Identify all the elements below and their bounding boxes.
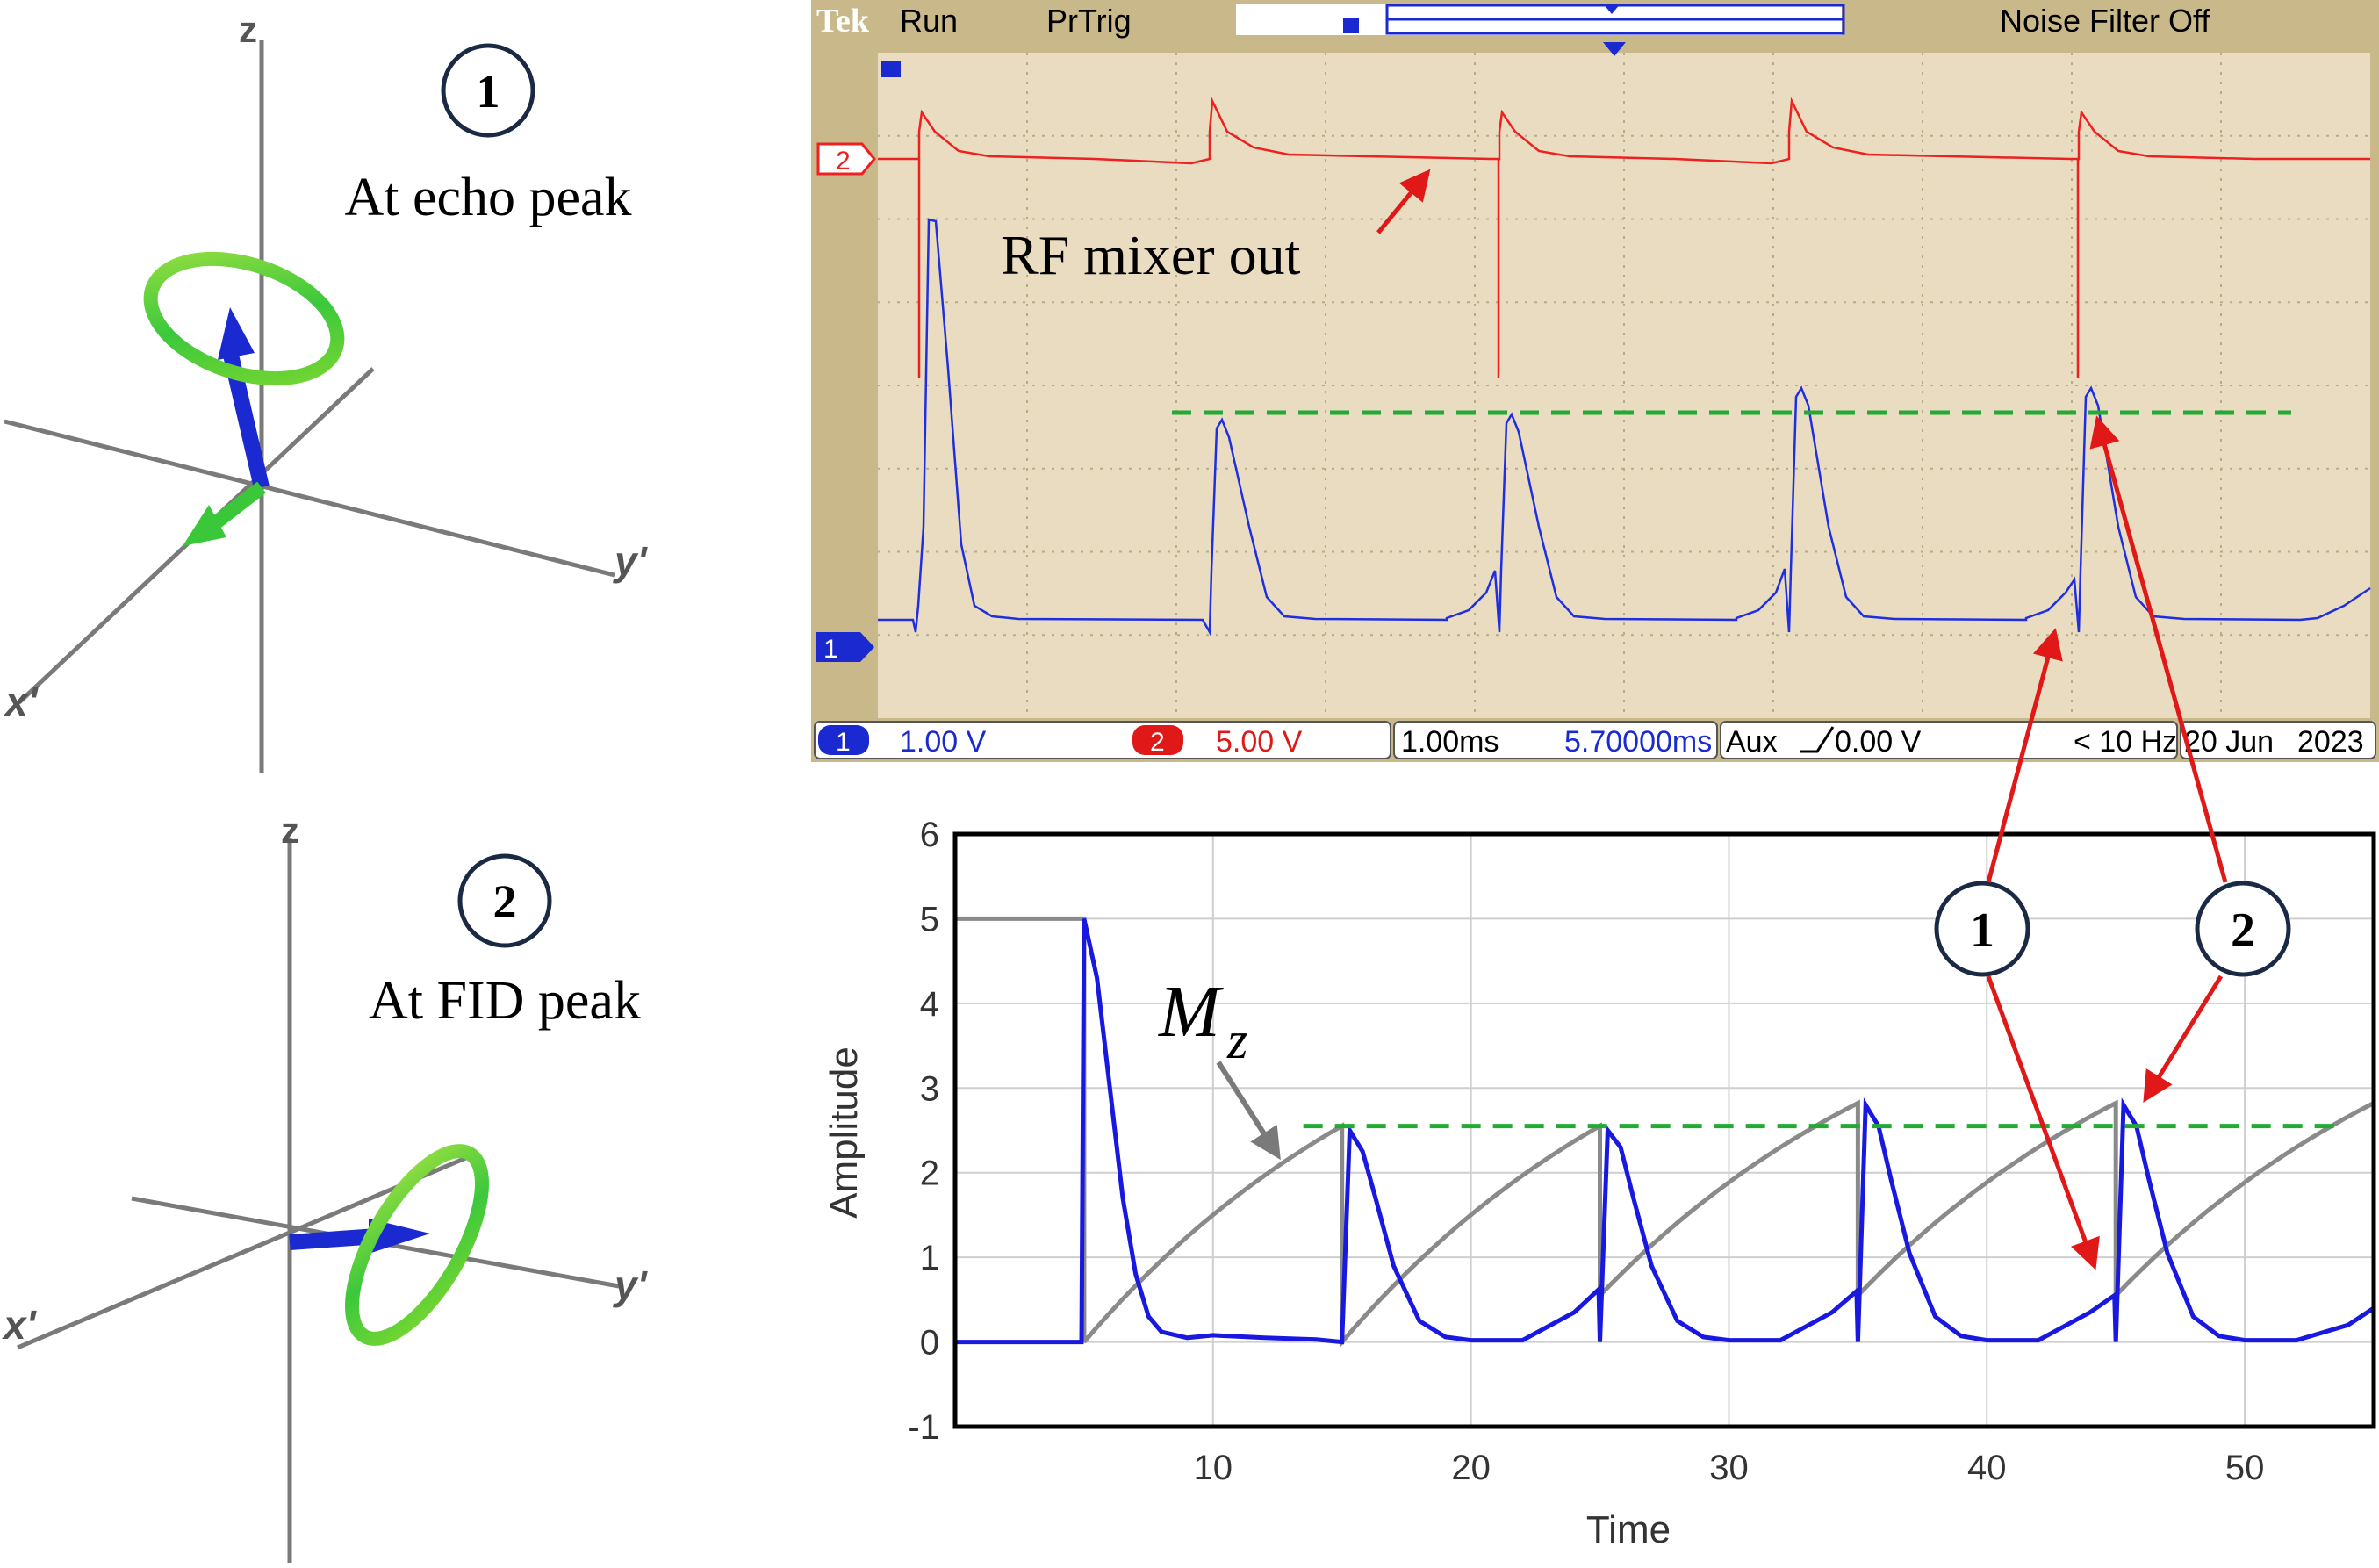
mz-pointer-arrow — [1216, 1061, 1281, 1161]
z-axis-label: z — [281, 809, 299, 851]
ch1-status-number: 1 — [836, 728, 851, 757]
linking-arrows — [1986, 415, 2228, 1270]
y-axis-label: y' — [613, 538, 649, 584]
plot-marker-circle-2 — [2195, 881, 2291, 977]
green-vector — [206, 481, 266, 533]
marker-circle-2 — [457, 853, 552, 948]
mz-subscript: z — [1226, 1011, 1247, 1069]
magnetization-vector — [289, 1228, 378, 1250]
y-axis-label: y' — [613, 1262, 649, 1308]
y-tick-label: 2 — [920, 1154, 939, 1193]
ch2-trace — [878, 97, 2370, 378]
y-tick-label: 4 — [920, 985, 939, 1024]
ch1-trace — [878, 218, 2371, 637]
simulation-chart: 10 20 30 40 50 -1 0 1 2 3 4 5 6 Time Amplitude M z 1… — [823, 816, 2376, 1551]
timebase: 1.00ms — [1401, 725, 1499, 759]
vector-arrowhead-icon — [218, 307, 255, 360]
panel-caption-2: At FID peak — [369, 971, 641, 1031]
plot-frame — [952, 831, 2376, 1429]
ch2-scale: 5.00 V — [1216, 725, 1303, 759]
trigger-position: 5.70000ms — [1564, 725, 1712, 759]
trigger-source: Aux — [1726, 725, 1778, 759]
vector-panel-2: z y' x' 2 At FID peak — [1, 809, 649, 1563]
y-axis-title: Amplitude — [823, 1047, 866, 1219]
ch1-status-badge — [818, 725, 869, 755]
trigger-level-icon — [881, 61, 901, 77]
frequency: < 10 Hz — [2074, 725, 2177, 759]
scope-screen — [878, 53, 2370, 718]
record-marker-icon — [1603, 4, 1621, 14]
x-tick-label: 30 — [1709, 1449, 1749, 1487]
y-tick-label: 3 — [920, 1069, 939, 1108]
x-tick-label: 20 — [1451, 1449, 1491, 1487]
scope-trigger-mode: PrTrig — [1046, 3, 1132, 39]
trigger-box — [1720, 721, 2178, 759]
x-axis-label: x' — [1, 1302, 38, 1348]
z-axis-label: z — [239, 9, 257, 50]
rising-edge-icon — [1800, 726, 1835, 753]
ch2-status-badge — [1132, 725, 1183, 755]
mz-curve — [955, 916, 2375, 1349]
trigger-position-icon — [1343, 18, 1359, 33]
link-arrow-2-plot — [2143, 975, 2224, 1103]
x-tick-label: 10 — [1194, 1449, 1233, 1487]
ch2-marker-label: 2 — [836, 147, 851, 176]
spin-ring — [143, 251, 345, 386]
timebase-box — [1393, 721, 1718, 759]
ch2-marker: 2 — [816, 142, 876, 176]
scope-noise-filter: Noise Filter Off — [2000, 3, 2210, 39]
signal-curve — [955, 917, 2375, 1345]
x-axis-label: x' — [3, 679, 40, 724]
vector-panel-1: z y' x' 1 At echo peak — [3, 9, 649, 773]
trigger-level: 0.00 V — [1835, 725, 1922, 759]
y-tick-label: 0 — [920, 1324, 939, 1363]
trigger-point-icon — [1603, 42, 1626, 56]
plot-marker-circle-1 — [1934, 881, 2030, 977]
spin-ring — [345, 1144, 489, 1346]
plot-marker-number-2: 2 — [2231, 903, 2255, 958]
oscilloscope: Tek Run PrTrig Noise Filter Off 2 1 RF m… — [811, 0, 2379, 762]
year: 2023 — [2297, 725, 2364, 759]
ch1-scale: 1.00 V — [900, 725, 987, 759]
y-tick-label: -1 — [908, 1408, 939, 1447]
scope-annotation: RF mixer out — [1001, 224, 1301, 286]
x-tick-label: 50 — [2225, 1449, 2265, 1487]
link-arrow-1-plot — [1986, 975, 2100, 1270]
panel-caption-1: At echo peak — [344, 168, 631, 227]
y-tick-label: 1 — [920, 1239, 939, 1277]
y-tick-label: 6 — [920, 816, 939, 854]
annotation-arrow — [1376, 169, 1431, 234]
x-tick-label: 40 — [1967, 1449, 2007, 1487]
scope-run-state: Run — [900, 3, 958, 39]
y-tick-label: 5 — [920, 900, 939, 939]
y-axis — [4, 419, 615, 578]
mz-label: M — [1158, 971, 1224, 1053]
date-box — [2180, 721, 2376, 759]
scope-brand: Tek — [816, 3, 870, 40]
x-axis-title: Time — [1586, 1508, 1671, 1551]
date: 20 Jun — [2184, 725, 2274, 759]
ch1-marker-label: 1 — [823, 635, 838, 664]
link-arrow-2-scope — [2089, 415, 2228, 883]
ch2-status-number: 2 — [1150, 728, 1165, 757]
marker-circle-1 — [441, 43, 535, 138]
tick-labels: 10 20 30 40 50 -1 0 1 2 3 4 5 6 — [908, 816, 2264, 1487]
link-arrow-1-scope — [1986, 628, 2063, 883]
ch1-marker: 1 — [816, 632, 874, 664]
plot-marker-number-1: 1 — [1970, 903, 1994, 958]
marker-number-2: 2 — [493, 875, 517, 928]
vertical-settings-box — [814, 721, 1391, 759]
green-arrowhead-icon — [183, 505, 226, 546]
marker-number-1: 1 — [477, 65, 500, 118]
